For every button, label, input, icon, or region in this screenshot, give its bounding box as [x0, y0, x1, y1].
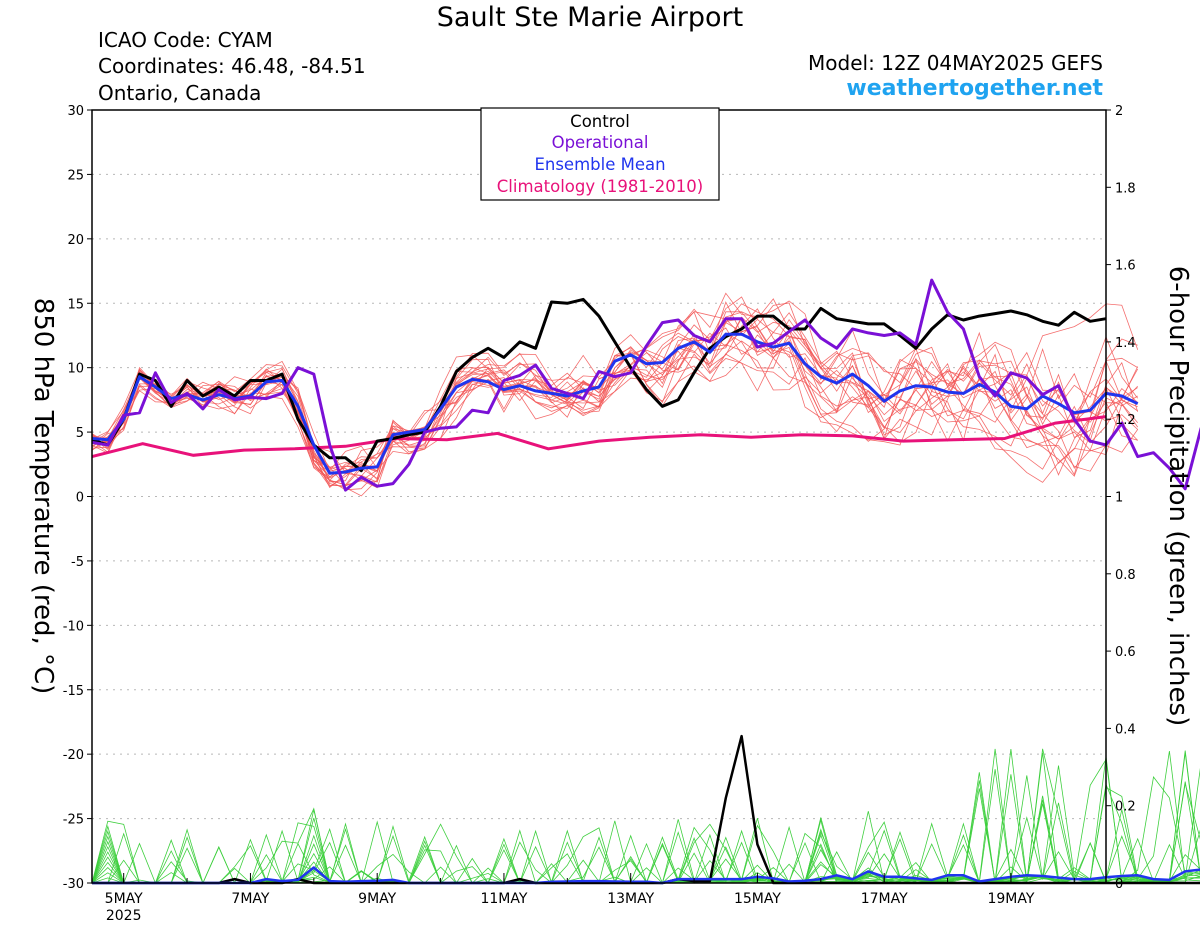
legend-box [480, 107, 720, 201]
axis-ticks: 302520151050-5-10-15-20-25-3021.81.61.41… [63, 104, 1136, 924]
y-tick-right-label: 0.8 [1115, 568, 1136, 583]
y-axis-right-label: 6-hour Precipitation (green, inches) [1163, 266, 1193, 726]
region: Ontario, Canada [98, 81, 262, 105]
y-tick-left-label: 25 [67, 168, 84, 183]
site-link[interactable]: weathertogether.net [846, 76, 1103, 101]
legend-control: Control [570, 112, 630, 131]
y-tick-left-label: 5 [76, 426, 84, 441]
y-tick-left-label: 10 [67, 362, 84, 377]
y-tick-right-label: 0.4 [1115, 722, 1136, 737]
precip-member-line [91, 780, 1200, 884]
climatology-temp-line [91, 415, 1107, 459]
y-tick-left-label: 30 [67, 104, 84, 119]
y-tick-left-label: -25 [63, 813, 84, 828]
control-precip-line [92, 734, 1200, 885]
ensemble-mean-precip-line [92, 866, 1200, 885]
y-tick-right-label: 2 [1115, 104, 1123, 119]
temp-member-line [91, 298, 1138, 487]
x-tick-label: 5MAY [105, 891, 143, 907]
y-tick-right-label: 1.6 [1115, 259, 1136, 274]
series-lines [91, 278, 1200, 885]
coordinates: Coordinates: 46.48, -84.51 [98, 54, 366, 78]
legend-operational: Operational [552, 133, 649, 152]
y-tick-right-label: 0.6 [1115, 645, 1136, 660]
y-tick-right-label: 0.2 [1115, 800, 1136, 815]
temp-member-line [91, 318, 1138, 486]
y-tick-left-label: 20 [67, 233, 84, 248]
ensemble-mean-temp-line [91, 332, 1139, 475]
temp-member-line [91, 329, 1139, 483]
y-tick-left-label: -10 [63, 619, 84, 634]
y-tick-left-label: -15 [63, 684, 84, 699]
y-tick-left-label: 0 [76, 491, 84, 506]
y-tick-left-label: -20 [63, 748, 84, 763]
x-year-label: 2025 [106, 908, 142, 924]
temp-member-line [91, 302, 1139, 473]
y-tick-right-label: 1.8 [1115, 181, 1136, 196]
legend-climatology: Climatology (1981-2010) [497, 177, 703, 196]
page-title: Sault Ste Marie Airport [436, 2, 744, 33]
control-temp-line [91, 297, 1107, 473]
temp-member-line [91, 327, 1139, 483]
model-run: Model: 12Z 04MAY2025 GEFS [808, 51, 1103, 75]
y-tick-right-label: 1 [1115, 491, 1123, 506]
grid-lines [92, 173, 1106, 820]
y-tick-left-label: -5 [71, 555, 84, 570]
legend: Control Operational Ensemble Mean Climat… [480, 107, 720, 201]
y-tick-right-label: 0 [1115, 877, 1123, 892]
y-axis-left-label: 850 hPa Temperature (red, °C) [28, 298, 58, 695]
x-tick-label: 7MAY [231, 891, 269, 907]
x-tick-label: 17MAY [861, 891, 908, 907]
x-tick-label: 11MAY [480, 891, 527, 907]
y-tick-left-label: 15 [67, 297, 84, 312]
y-tick-right-label: 1.2 [1115, 413, 1136, 428]
temp-member-line [91, 292, 1139, 483]
legend-ensemble-mean: Ensemble Mean [534, 155, 665, 174]
x-tick-label: 19MAY [987, 891, 1034, 907]
y-tick-right-label: 1.4 [1115, 336, 1136, 351]
temp-member-line [91, 338, 1139, 486]
operational-temp-line [91, 278, 1200, 492]
x-tick-label: 9MAY [358, 891, 396, 907]
x-tick-label: 15MAY [734, 891, 781, 907]
icao-code: ICAO Code: CYAM [98, 28, 273, 52]
y-tick-left-label: -30 [63, 877, 84, 892]
x-tick-label: 13MAY [607, 891, 654, 907]
